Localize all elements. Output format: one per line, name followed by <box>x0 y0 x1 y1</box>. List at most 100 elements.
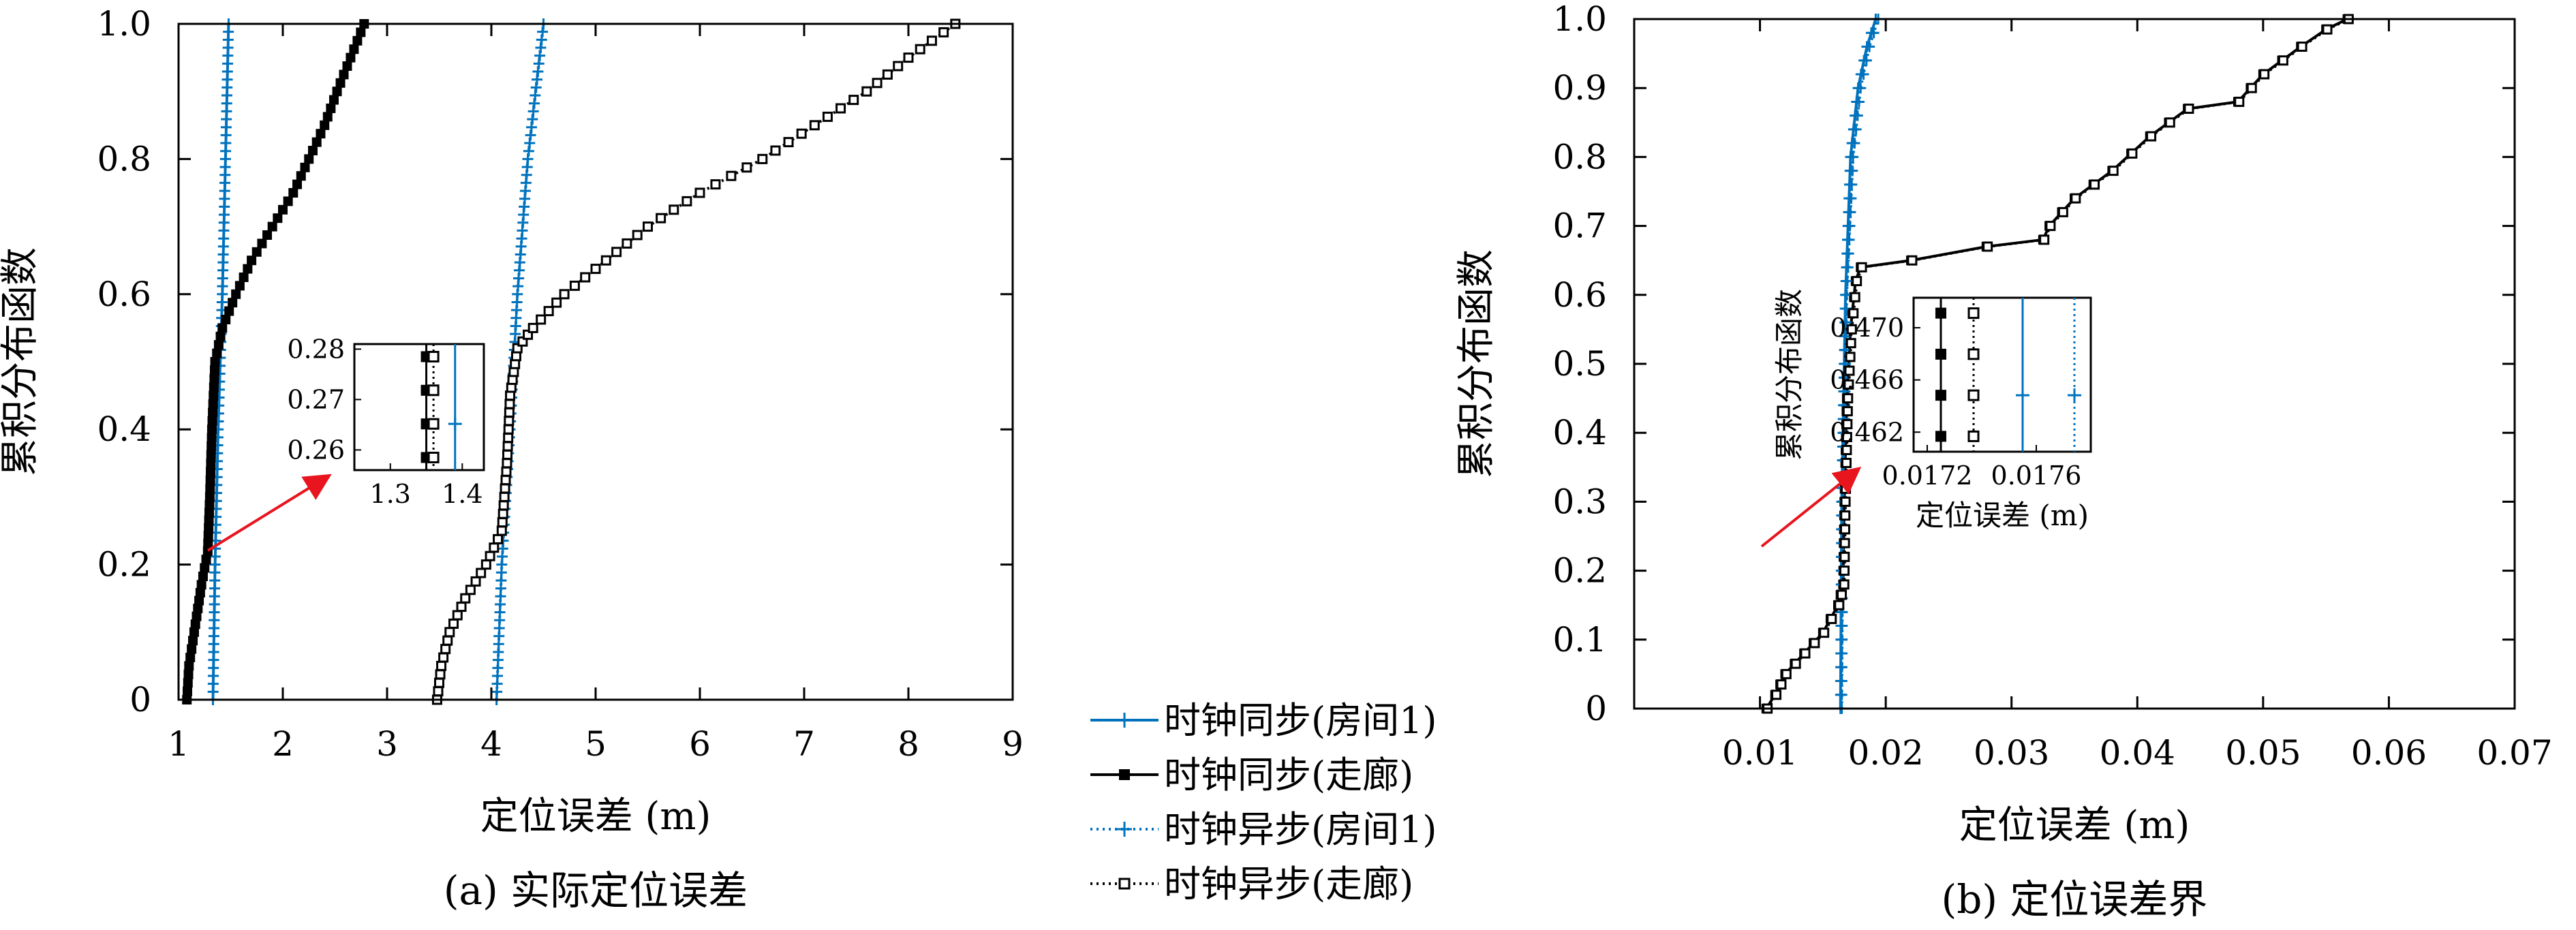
square-marker <box>189 627 199 637</box>
open-square-marker <box>1840 496 1851 507</box>
square-marker <box>1935 431 1946 442</box>
open-square-marker <box>938 27 949 37</box>
plus-marker <box>1842 262 1854 273</box>
square-marker <box>221 315 231 324</box>
square-marker <box>194 595 204 606</box>
square-marker <box>183 669 194 679</box>
square-marker <box>204 499 215 510</box>
open-square-marker <box>622 238 632 249</box>
open-square-marker <box>710 179 721 190</box>
open-square-marker <box>1850 292 1860 303</box>
open-square-marker <box>1856 262 1867 273</box>
open-square-marker <box>1845 338 1856 349</box>
chart-a: 1 2 3 4 5 6 7 8 9 0 0.2 0.4 0.6 0.8 1.0 定位误差 (m) 累积分布函数 (… <box>0 4 1024 914</box>
square-marker <box>196 580 206 590</box>
open-square-marker <box>681 196 692 206</box>
open-square-marker <box>500 483 510 494</box>
square-marker <box>190 619 200 630</box>
open-square-marker <box>1907 255 1918 266</box>
open-square-marker <box>590 264 601 275</box>
open-square-marker <box>503 433 514 444</box>
square-marker <box>320 120 330 130</box>
open-square-marker <box>1967 307 1980 320</box>
plus-marker <box>1841 317 1852 328</box>
open-square-marker <box>1848 308 1859 319</box>
open-square-marker <box>1841 445 1852 455</box>
square-marker <box>195 587 205 598</box>
open-square-marker <box>499 491 510 502</box>
open-square-marker <box>611 247 622 258</box>
open-square-marker <box>427 418 440 430</box>
y-axis-label: 累积分布函数 <box>0 247 42 476</box>
square-marker <box>185 653 196 662</box>
inset-y-tick-label: 0.28 <box>287 334 345 364</box>
open-square-marker <box>501 466 512 477</box>
square-marker <box>209 365 219 375</box>
open-square-marker <box>485 551 495 561</box>
square-marker <box>262 230 273 240</box>
open-square-marker <box>893 61 904 72</box>
square-marker <box>198 571 208 581</box>
open-square-marker <box>1826 613 1837 624</box>
inset-y-tick-label: 0.462 <box>1830 417 1904 447</box>
open-square-marker <box>1841 432 1852 443</box>
square-marker <box>203 538 213 548</box>
zoom-arrow <box>206 474 332 552</box>
open-square-marker <box>1834 600 1845 610</box>
y-tick-label: 0.8 <box>1552 137 1607 176</box>
plus-marker <box>1836 675 1847 687</box>
y-tick-label: 0.1 <box>1552 620 1607 660</box>
open-square-marker <box>903 52 914 63</box>
square-marker <box>183 686 193 696</box>
y-tick-label: 1.0 <box>1552 0 1607 39</box>
open-square-marker <box>1843 379 1854 390</box>
chart-b: 0.01 0.02 0.03 0.04 0.05 0.06 0.07 0 0.1 0.2 0.3 0.… <box>1454 0 2553 923</box>
open-square-marker <box>448 618 459 629</box>
open-square-marker <box>2234 96 2245 107</box>
open-square-marker <box>2297 41 2307 52</box>
x-tick-label: 8 <box>898 724 919 764</box>
x-tick-label: 0.03 <box>1974 733 2049 773</box>
open-square-marker <box>2246 82 2257 93</box>
plus-marker <box>1858 68 1869 80</box>
plus-marker <box>1837 648 1848 660</box>
legend-label: 时钟同步(走廊) <box>1164 754 1413 796</box>
square-marker <box>204 492 215 502</box>
plus-marker <box>1117 822 1132 837</box>
open-square-marker <box>1852 276 1862 287</box>
y-tick-label: 0 <box>129 680 151 719</box>
square-marker <box>257 238 267 249</box>
square-marker <box>296 171 306 181</box>
open-square-marker <box>498 500 509 511</box>
y-axis-label: 累积分布函数 <box>1454 249 1499 478</box>
open-square-marker <box>502 458 512 469</box>
open-square-marker <box>1982 241 1993 252</box>
square-marker <box>213 340 224 350</box>
plus-marker <box>1847 151 1859 163</box>
open-square-marker <box>848 95 859 106</box>
square-marker <box>203 531 213 541</box>
open-square-marker <box>632 230 643 241</box>
open-square-marker <box>1781 668 1792 679</box>
square-marker <box>201 555 211 565</box>
square-marker <box>1935 307 1946 319</box>
open-square-marker <box>569 280 580 291</box>
square-marker <box>283 196 293 206</box>
square-marker <box>292 179 303 189</box>
series-3 <box>431 18 961 705</box>
open-square-marker <box>456 602 467 613</box>
open-square-marker <box>500 475 511 486</box>
inset: 1.3 1.4 0.26 0.27 0.28 <box>287 334 485 509</box>
open-square-marker <box>770 145 781 156</box>
inset-y-tick-label: 0.470 <box>1830 313 1904 343</box>
square-marker <box>206 458 216 468</box>
plus-marker <box>1843 248 1854 260</box>
x-tick-label: 0.07 <box>2477 733 2552 773</box>
legend-entry-3: 时钟异步(走廊) <box>1090 863 1413 905</box>
open-square-marker <box>480 559 491 570</box>
series-1 <box>182 19 369 704</box>
square-marker <box>200 563 210 573</box>
y-tick-label: 0.4 <box>1552 413 1607 452</box>
open-square-marker <box>1967 348 1980 360</box>
